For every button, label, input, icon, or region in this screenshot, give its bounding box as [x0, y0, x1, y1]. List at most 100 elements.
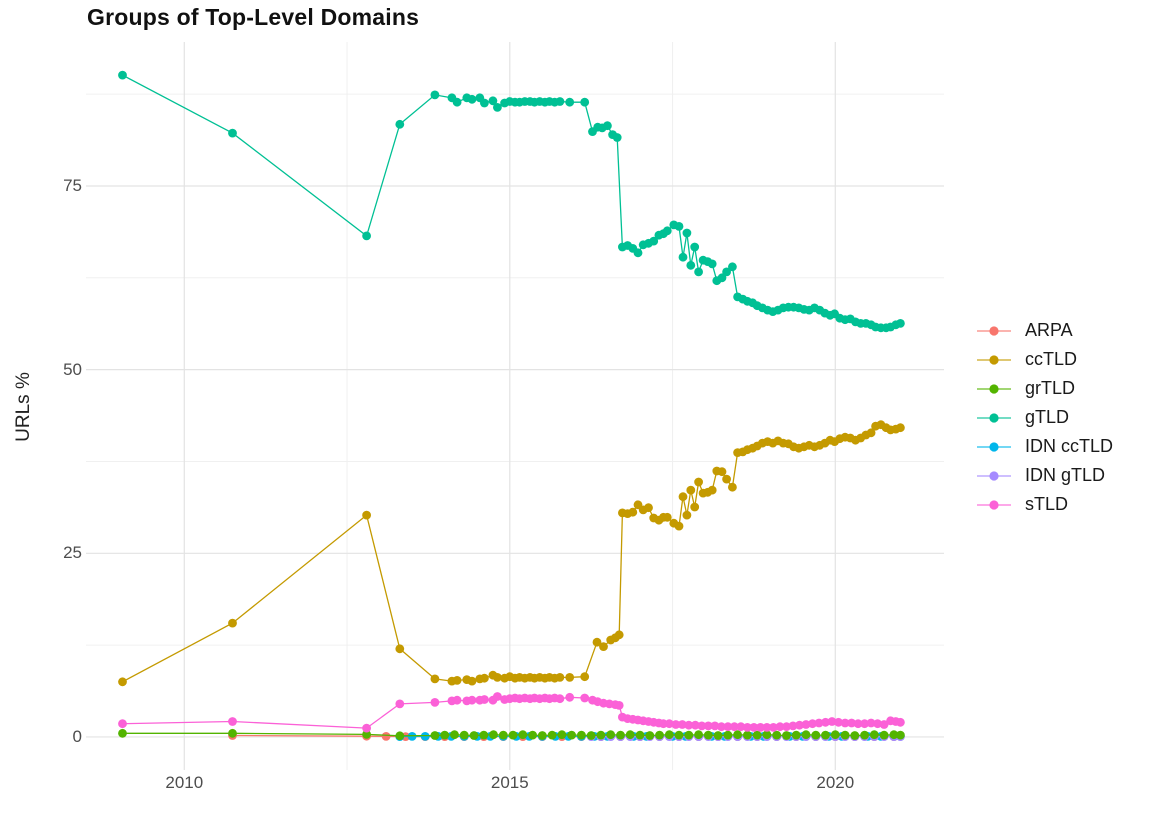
data-point-grtld [430, 731, 440, 740]
data-point-grtld [577, 730, 586, 740]
data-point-stld [452, 695, 462, 705]
data-point-stld [834, 717, 843, 727]
data-point-cctld [614, 630, 624, 640]
data-point-grtld [830, 730, 840, 740]
data-point-stld [736, 722, 746, 732]
data-point-stld [614, 701, 624, 710]
data-point-stld [795, 720, 804, 730]
data-point-grtld [586, 731, 596, 740]
data-point-grtld [889, 730, 899, 740]
data-point-stld [467, 695, 477, 705]
legend-item-stld: sTLD [976, 490, 1113, 519]
data-point-grtld [596, 730, 606, 740]
gridlines-minor [86, 42, 944, 770]
y-tick-label: 0 [72, 726, 82, 746]
legend-label: ARPA [1025, 320, 1073, 340]
data-point-grtld [450, 730, 459, 740]
data-point-grtld [782, 731, 791, 740]
data-point-gtld [686, 260, 696, 270]
data-point-cctld [118, 677, 127, 687]
data-point-grtld [625, 730, 635, 740]
data-point-stld [775, 722, 785, 732]
data-point-grtld [118, 728, 127, 738]
data-point-grtld [694, 730, 703, 740]
data-point-gtld [612, 133, 622, 142]
legend-item-arpa: ARPA [976, 316, 1113, 345]
data-point-cctld [395, 644, 405, 654]
y-axis-title: URLs % [13, 372, 34, 442]
data-point-grtld [362, 730, 371, 739]
data-point-gtld [580, 97, 590, 107]
data-point-cctld [707, 485, 717, 495]
data-point-gtld [722, 267, 731, 277]
data-point-grtld [606, 730, 616, 740]
data-point-cctld [690, 502, 700, 512]
data-point-grtld [508, 730, 518, 740]
data-point-grtld [395, 731, 405, 741]
data-point-gtld [395, 119, 405, 129]
gridlines-major [86, 42, 944, 770]
data-point-stld [493, 692, 502, 701]
data-point-stld [873, 719, 882, 729]
data-point-stld [697, 721, 707, 731]
data-point-grtld [762, 730, 772, 740]
series-gtld [118, 70, 905, 333]
data-point-stld [395, 699, 405, 709]
data-point-gtld [480, 98, 489, 108]
data-point-cctld [580, 672, 590, 682]
data-point-stld [827, 717, 837, 726]
data-point-grtld [869, 730, 879, 740]
legend-key-cctld [977, 354, 1011, 365]
legend-label: IDN ccTLD [1025, 436, 1114, 456]
data-point-grtld [821, 730, 830, 740]
data-point-stld [801, 720, 811, 729]
data-point-stld [769, 723, 778, 732]
data-point-stld [565, 692, 575, 702]
data-point-grtld [791, 730, 801, 740]
data-point-grtld [811, 730, 821, 740]
data-point-gtld [603, 121, 612, 131]
data-point-gtld [694, 267, 703, 277]
data-point-gtld [452, 97, 462, 107]
data-point-grtld [537, 731, 547, 740]
data-point-grtld [440, 730, 450, 740]
data-point-stld [717, 722, 726, 732]
data-point-cctld [728, 482, 737, 492]
data-point-cctld [694, 477, 703, 487]
data-point-stld [677, 720, 687, 729]
x-tick-label: 2010 [165, 773, 204, 792]
x-tick-label: 2020 [816, 773, 855, 792]
data-point-stld [555, 694, 565, 704]
data-point-idn-cctld [407, 732, 417, 741]
data-point-cctld [599, 642, 608, 651]
data-point-stld [710, 721, 720, 731]
data-point-stld [228, 717, 237, 726]
data-point-cctld [228, 618, 237, 628]
data-point-stld [808, 719, 817, 729]
data-point-stld [814, 718, 824, 728]
legend-label: ccTLD [1025, 349, 1078, 369]
data-point-cctld [717, 467, 727, 477]
data-point-grtld [723, 730, 733, 740]
series-stld [118, 692, 905, 733]
data-point-stld [703, 721, 713, 731]
data-point-stld [664, 719, 674, 729]
y-tick-label: 75 [63, 175, 82, 195]
data-point-cctld [362, 510, 371, 520]
data-point-grtld [635, 730, 645, 740]
data-point-arpa [381, 732, 391, 741]
data-point-gtld [649, 236, 659, 246]
legend-key-gtld [977, 412, 1011, 423]
data-point-stld [723, 722, 733, 732]
data-point-gtld [362, 231, 371, 241]
data-point-cctld [644, 503, 653, 513]
data-point-stld [788, 721, 798, 731]
data-point-stld [756, 723, 765, 732]
series-line-gtld [122, 74, 901, 329]
data-point-grtld [703, 730, 713, 740]
data-point-cctld [682, 510, 692, 520]
data-point-grtld [228, 728, 237, 738]
legend-label: gTLD [1025, 407, 1070, 427]
data-point-stld [118, 719, 127, 729]
